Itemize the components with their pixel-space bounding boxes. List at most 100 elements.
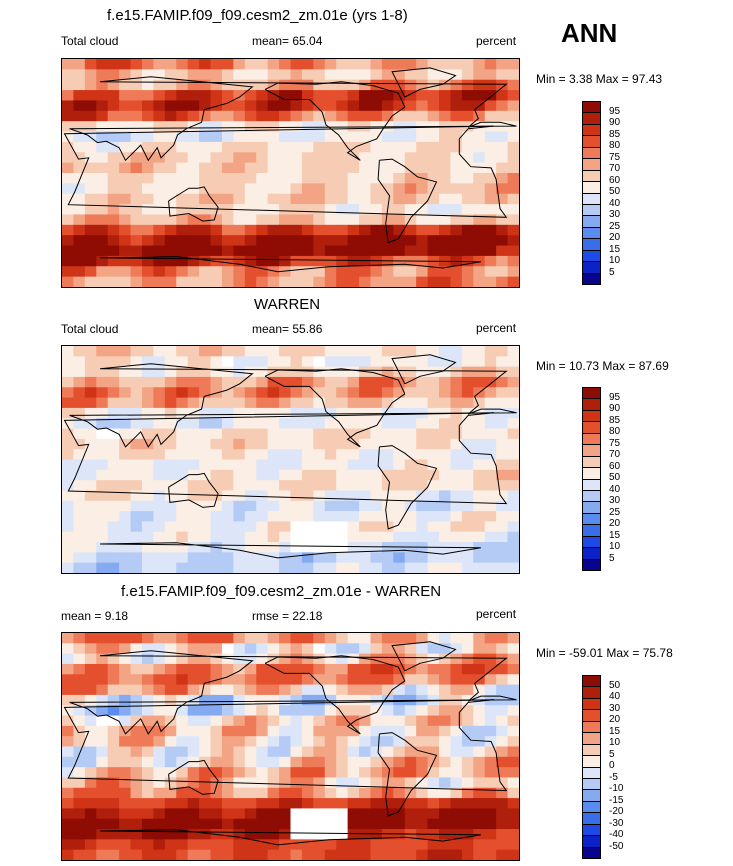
map-cell — [130, 121, 143, 133]
map-cell — [336, 204, 349, 216]
map-cell — [370, 131, 383, 143]
map-cell — [279, 245, 292, 257]
map-cell — [119, 562, 132, 573]
map-cell — [176, 69, 189, 81]
map-cell — [290, 235, 303, 247]
map-cell — [164, 79, 177, 91]
colorbar-swatch — [583, 410, 600, 423]
map-cell — [96, 521, 109, 533]
map-cell — [484, 204, 497, 216]
map-cell — [107, 653, 120, 665]
map-cell — [141, 818, 155, 830]
map-cell — [301, 500, 314, 512]
map-cell — [187, 787, 200, 799]
map-cell — [153, 152, 166, 164]
map-cell — [187, 204, 200, 216]
map-cell — [461, 511, 474, 523]
map-cell — [267, 152, 280, 164]
map-cell — [279, 633, 292, 644]
map-cell — [267, 511, 280, 523]
map-cell — [439, 131, 452, 143]
map-cell — [96, 69, 109, 81]
map-cell — [473, 79, 486, 91]
map-cell — [404, 224, 417, 236]
map-cell — [210, 204, 223, 216]
map-cell — [324, 787, 337, 799]
colorbar-swatch — [583, 124, 600, 137]
map-cell — [290, 79, 303, 91]
map-cell — [473, 511, 486, 523]
map-cell — [107, 839, 120, 851]
map-cell — [473, 725, 486, 737]
map-cell — [359, 183, 372, 195]
map-cell — [461, 90, 474, 102]
map-cell — [324, 183, 337, 195]
map-cell — [62, 531, 75, 543]
map-cell — [187, 245, 200, 257]
map-cell — [267, 100, 280, 112]
map-cell — [96, 79, 109, 91]
map-cell — [427, 110, 440, 122]
map-cell — [404, 787, 417, 799]
map-cell — [96, 694, 109, 706]
map-cell — [461, 715, 474, 727]
map-cell — [301, 511, 314, 523]
map-cell — [404, 79, 417, 91]
map-cell — [450, 376, 463, 388]
map-cell — [176, 787, 189, 799]
map-cell — [290, 397, 303, 409]
map-cell — [107, 469, 120, 481]
colorbar-tick-label: 10 — [609, 541, 621, 552]
map-cell — [221, 674, 234, 686]
map-cell — [473, 767, 486, 779]
colorbar-tick-label: 50 — [609, 472, 621, 483]
map-cell — [256, 100, 269, 112]
map-cell — [507, 69, 519, 81]
map-cell — [267, 204, 280, 216]
map-cell — [347, 798, 360, 810]
map-cell — [393, 818, 406, 830]
map-cell — [370, 449, 383, 461]
map-cell — [404, 397, 417, 409]
map-cell — [496, 162, 509, 174]
map-cell — [62, 756, 75, 768]
map-cell — [73, 653, 86, 665]
map-cell — [233, 459, 246, 471]
map-cell — [107, 787, 120, 799]
map-cell — [370, 356, 383, 368]
map-cell — [62, 346, 75, 357]
map-cell — [496, 79, 509, 91]
coastline — [63, 699, 508, 792]
map-cell — [119, 715, 132, 727]
map-cell — [461, 490, 474, 502]
map-cell — [290, 121, 303, 133]
map-cell — [84, 818, 97, 830]
map-cell — [427, 224, 440, 236]
map-cell — [496, 736, 509, 748]
map-cell — [450, 183, 463, 195]
map-cell — [73, 511, 86, 523]
map-cell — [359, 725, 372, 737]
map-cell — [484, 787, 497, 799]
map-cell — [96, 110, 109, 122]
map-cell — [199, 521, 212, 533]
map-cell — [141, 214, 155, 226]
map-cell — [84, 511, 97, 523]
map-cell — [496, 674, 509, 686]
map-cell — [450, 193, 463, 205]
map-cell — [244, 100, 257, 112]
map-cell — [336, 235, 349, 247]
map-cell — [484, 255, 497, 267]
map-cell — [153, 531, 166, 543]
map-cell — [279, 255, 292, 267]
map-cell — [187, 663, 200, 675]
map-cell — [393, 356, 406, 368]
map-cell — [507, 428, 519, 440]
map-cell — [484, 674, 497, 686]
map-cell — [496, 366, 509, 378]
map-cell — [381, 552, 394, 564]
map-cell — [427, 193, 440, 205]
map-cell — [210, 449, 223, 461]
map-cell — [176, 152, 189, 164]
panel-1-map — [61, 58, 520, 288]
